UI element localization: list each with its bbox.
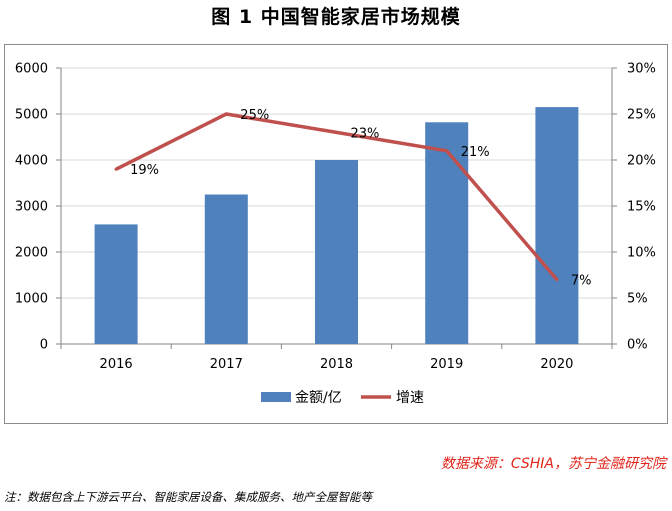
y-right-tick-label: 0%	[627, 338, 648, 353]
chart-svg: 0 1000 2000 3000 4000 5000 6000 0% 5% 10% 15% 20% 25…	[15, 62, 656, 407]
growth-data-label: 25%	[240, 108, 269, 123]
growth-point	[555, 278, 559, 282]
growth-data-label: 19%	[130, 163, 159, 178]
x-tick-label: 2018	[320, 357, 353, 372]
growth-point	[335, 130, 338, 134]
bar	[535, 107, 579, 344]
y-left-tick-label: 1000	[15, 292, 48, 307]
y-right-tick-label: 10%	[627, 246, 656, 261]
y-right-tick-label: 30%	[627, 62, 656, 77]
x-tick-label: 2017	[210, 357, 243, 372]
data-source: 数据来源：CSHIA，苏宁金融研究院	[440, 456, 666, 472]
growth-point	[224, 112, 228, 116]
footnote: 注：数据包含上下游云平台、智能家居设备、集成服务、地产全屋智能等	[4, 490, 372, 504]
growth-data-label: 21%	[461, 145, 490, 160]
x-tick-label: 2016	[100, 357, 133, 372]
legend-swatch-amount	[261, 392, 291, 402]
growth-data-label: 23%	[351, 126, 380, 141]
y-left-tick-label: 3000	[15, 200, 48, 215]
growth-data-label: 7%	[571, 274, 592, 289]
bar	[315, 160, 358, 344]
y-right-tick-label: 25%	[627, 108, 656, 123]
bar	[204, 194, 248, 344]
bar	[425, 122, 469, 344]
y-right-tick-label: 5%	[627, 292, 648, 307]
x-tick-label: 2020	[540, 357, 573, 372]
y-left-tick-label: 6000	[15, 62, 48, 77]
growth-point	[114, 167, 118, 171]
chart-title: 图 1 中国智能家居市场规模	[211, 6, 461, 28]
bar	[94, 224, 138, 344]
legend-label-amount: 金额/亿	[295, 390, 342, 406]
y-right-tick-label: 20%	[627, 154, 656, 169]
y-right-tick-label: 15%	[627, 200, 656, 215]
growth-point	[445, 149, 449, 153]
legend-label-growth: 增速	[396, 390, 424, 406]
y-left-tick-label: 2000	[15, 246, 48, 261]
y-left-tick-label: 0	[40, 338, 48, 353]
y-left-tick-label: 5000	[15, 108, 48, 123]
x-tick-label: 2019	[430, 357, 463, 372]
y-left-tick-label: 4000	[15, 154, 48, 169]
chart-frame: 0 1000 2000 3000 4000 5000 6000 0% 5% 10% 15% 20% 25…	[4, 44, 668, 424]
